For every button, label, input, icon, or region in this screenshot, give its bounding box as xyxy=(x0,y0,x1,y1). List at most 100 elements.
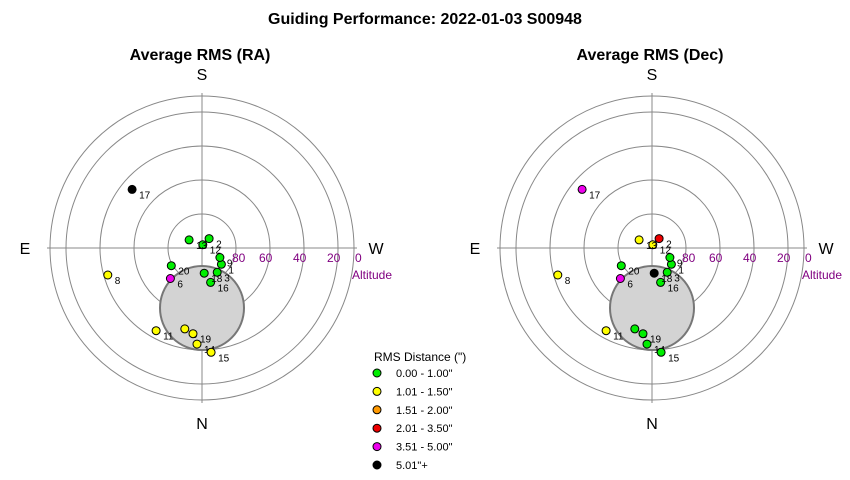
altitude-tick-label: 80 xyxy=(232,251,246,265)
target-point-13 xyxy=(184,235,194,245)
target-point-20 xyxy=(616,261,626,271)
legend-marker xyxy=(372,405,382,415)
legend-title: RMS Distance (") xyxy=(374,350,466,364)
legend-item-label: 0.00 - 1.00" xyxy=(396,368,453,380)
target-label-16: 16 xyxy=(218,283,230,294)
direction-label-top: S xyxy=(647,67,658,84)
target-label-9: 9 xyxy=(677,259,683,270)
target-point-12 xyxy=(198,240,208,250)
target-label-2: 2 xyxy=(666,240,672,251)
target-label-11: 11 xyxy=(613,332,624,343)
target-point-13 xyxy=(634,235,644,245)
target-label-18: 18 xyxy=(661,274,673,285)
target-label-16: 16 xyxy=(668,283,680,294)
legend-marker xyxy=(372,368,382,378)
altitude-tick-label: 40 xyxy=(293,251,307,265)
target-point-9 xyxy=(215,253,225,262)
altitude-tick-label: 60 xyxy=(709,251,723,265)
target-label-20: 20 xyxy=(178,267,190,278)
target-label-20: 20 xyxy=(628,267,640,278)
legend-marker xyxy=(372,386,382,396)
target-point-8 xyxy=(553,270,563,280)
altitude-tick-label: 60 xyxy=(259,251,273,265)
target-point-2 xyxy=(654,234,664,244)
target-point-14 xyxy=(642,339,652,349)
legend-marker xyxy=(372,460,382,470)
target-label-3: 3 xyxy=(674,273,680,284)
direction-label-left: E xyxy=(470,241,481,258)
direction-label-left: E xyxy=(20,241,31,258)
target-label-1: 1 xyxy=(678,265,684,276)
target-point-11 xyxy=(601,326,611,336)
target-point-8 xyxy=(103,270,113,280)
target-point-19 xyxy=(188,329,198,339)
target-label-17: 17 xyxy=(139,190,151,201)
legend-item-label: 3.51 - 5.00" xyxy=(396,442,453,454)
target-point-15 xyxy=(656,347,666,357)
altitude-tick-label: 20 xyxy=(777,251,791,265)
target-point-19 xyxy=(638,329,648,339)
target-label-1: 1 xyxy=(228,265,234,276)
legend-item-label: 1.51 - 2.00" xyxy=(396,405,453,417)
target-label-19: 19 xyxy=(650,335,662,346)
figure-title: Guiding Performance: 2022-01-03 S00948 xyxy=(268,11,582,28)
target-point-17 xyxy=(577,184,587,194)
target-label-13: 13 xyxy=(196,241,208,252)
legend-marker xyxy=(372,423,382,433)
legend-marker xyxy=(372,442,382,452)
target-label-17: 17 xyxy=(589,190,601,201)
direction-label-top: S xyxy=(197,67,208,84)
target-label-12: 12 xyxy=(210,246,222,257)
direction-label-right: W xyxy=(818,241,834,258)
target-label-6: 6 xyxy=(627,280,633,291)
target-point-20 xyxy=(166,261,176,271)
target-point-12 xyxy=(648,240,658,250)
target-point-6 xyxy=(165,274,175,283)
target-point-16 xyxy=(656,277,666,287)
target-label-8: 8 xyxy=(115,276,121,287)
target-label-12: 12 xyxy=(660,246,672,257)
direction-label-bottom: N xyxy=(646,416,658,433)
target-point-3 xyxy=(212,267,222,277)
target-label-15: 15 xyxy=(218,353,230,364)
legend-item-label: 2.01 - 3.50" xyxy=(396,423,453,435)
target-point-18 xyxy=(649,268,659,278)
target-point-3 xyxy=(662,267,672,277)
legend-item-label: 5.01"+ xyxy=(396,460,428,472)
target-label-11: 11 xyxy=(163,332,174,343)
target-point-14 xyxy=(192,339,202,349)
target-label-2: 2 xyxy=(216,240,222,251)
target-point-18 xyxy=(199,268,209,278)
legend: RMS Distance (") 0.00 - 1.00" 1.01 - 1.50… xyxy=(372,350,466,472)
target-label-15: 15 xyxy=(668,353,680,364)
altitude-axis-label: Altitude xyxy=(802,268,842,282)
target-label-9: 9 xyxy=(227,259,233,270)
direction-label-bottom: N xyxy=(196,416,208,433)
target-point-5 xyxy=(630,324,640,334)
target-point-6 xyxy=(615,274,625,283)
altitude-axis-label: Altitude xyxy=(352,268,392,282)
target-label-8: 8 xyxy=(565,276,571,287)
target-point-16 xyxy=(206,277,216,287)
altitude-tick-label: 20 xyxy=(327,251,341,265)
target-point-2 xyxy=(204,234,214,244)
legend-item-label: 1.01 - 1.50" xyxy=(396,386,453,398)
target-point-17 xyxy=(127,184,137,194)
altitude-tick-label: 40 xyxy=(743,251,757,265)
direction-label-right: W xyxy=(368,241,384,258)
target-label-18: 18 xyxy=(211,274,223,285)
target-point-5 xyxy=(180,324,190,334)
target-point-11 xyxy=(151,326,161,336)
plot-title: Average RMS (RA) xyxy=(130,47,271,64)
altitude-tick-label: 80 xyxy=(682,251,696,265)
plot-title: Average RMS (Dec) xyxy=(576,47,723,64)
target-label-13: 13 xyxy=(646,241,658,252)
target-label-3: 3 xyxy=(224,273,230,284)
target-point-9 xyxy=(665,253,675,262)
target-point-15 xyxy=(206,347,216,357)
altitude-tick-label: 0 xyxy=(355,251,362,265)
target-label-19: 19 xyxy=(200,335,212,346)
